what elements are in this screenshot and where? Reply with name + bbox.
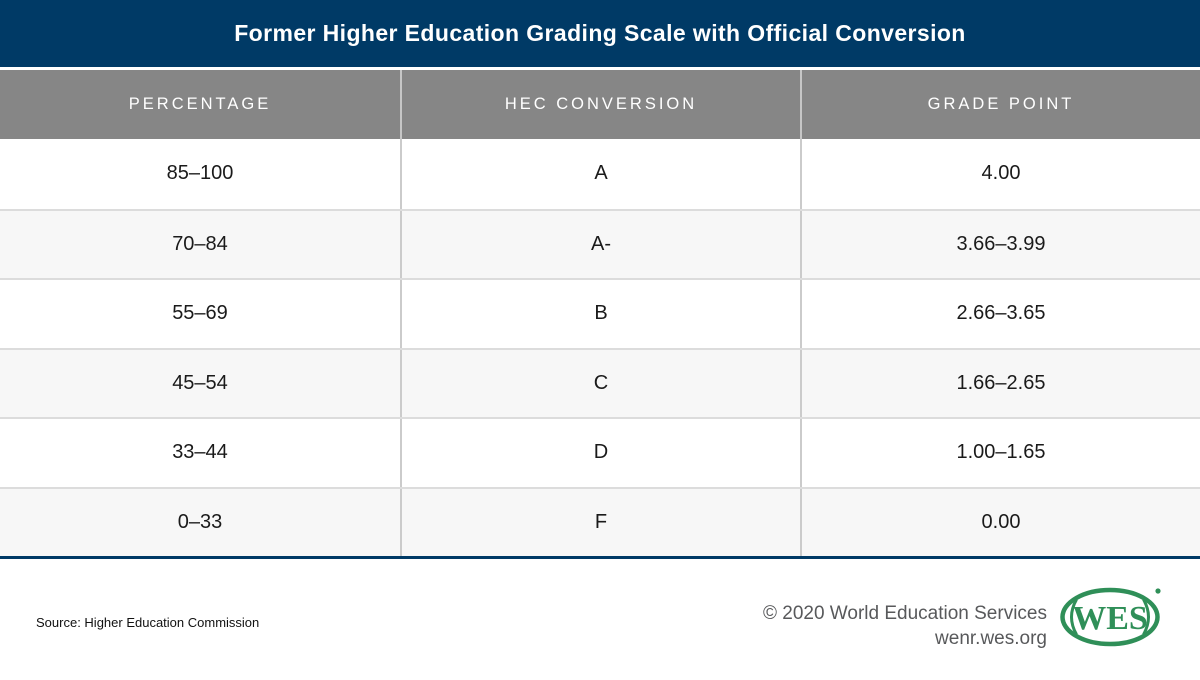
cell-percentage: 0–33 <box>177 510 223 533</box>
logo-left-paren <box>1070 598 1078 636</box>
column-header-grade-point: GRADE POINT <box>800 70 1200 139</box>
column-header-hec-conversion: HEC CONVERSION <box>400 70 800 139</box>
cell-grade-point: 0.00 <box>800 488 1200 556</box>
cell-percentage: 33–44 <box>172 441 228 464</box>
table-row: 0–33 F 0.00 <box>0 486 1200 556</box>
cell-hec-conversion: D <box>400 419 800 487</box>
table-row: 55–69 B 2.66–3.65 <box>0 278 1200 348</box>
table-row: 45–54 C 1.66–2.65 <box>0 347 1200 417</box>
logo-right-paren <box>1142 598 1150 636</box>
source-note: Source: Higher Education Commission <box>36 615 260 630</box>
website-text: wenr.wes.org <box>935 628 1047 649</box>
grading-table-body: 85–100 A 4.00 70–84 A- 3.66–3.99 55–69 B… <box>0 139 1200 556</box>
cell-percentage: 55–69 <box>172 302 228 325</box>
cell-percentage: 45–54 <box>172 371 228 394</box>
cell-grade-point: 2.66–3.65 <box>800 280 1200 348</box>
cell-hec-conversion: F <box>400 488 800 556</box>
title-bar: Former Higher Education Grading Scale wi… <box>0 0 1200 67</box>
table-row: 33–44 D 1.00–1.65 <box>0 417 1200 487</box>
cell-grade-point: 3.66–3.99 <box>800 210 1200 278</box>
page-title: Former Higher Education Grading Scale wi… <box>234 20 966 46</box>
cell-grade-point: 1.00–1.65 <box>800 419 1200 487</box>
cell-hec-conversion: C <box>400 349 800 417</box>
logo-text: WES <box>1072 600 1148 637</box>
table-row: 85–100 A 4.00 <box>0 139 1200 209</box>
cell-percentage: 70–84 <box>172 232 228 255</box>
cell-percentage: 85–100 <box>166 162 234 185</box>
credit-block: © 2020 World Education Services wenr.wes… <box>763 601 1047 651</box>
table-bottom-rule <box>0 556 1200 559</box>
table-row: 70–84 A- 3.66–3.99 <box>0 208 1200 278</box>
cell-hec-conversion: A <box>400 139 800 209</box>
registered-mark-dot <box>1155 588 1161 594</box>
cell-hec-conversion: B <box>400 280 800 348</box>
wes-logo-icon: WES <box>1060 587 1161 647</box>
copyright-text: © 2020 World Education Services <box>762 603 1047 624</box>
table-header-row: PERCENTAGE HEC CONVERSION GRADE POINT <box>0 70 1200 139</box>
cell-grade-point: 4.00 <box>800 139 1200 209</box>
column-header-percentage: PERCENTAGE <box>128 95 272 113</box>
footer: Source: Higher Education Commission © 20… <box>0 559 1200 675</box>
cell-grade-point: 1.66–2.65 <box>800 349 1200 417</box>
cell-hec-conversion: A- <box>400 210 800 278</box>
